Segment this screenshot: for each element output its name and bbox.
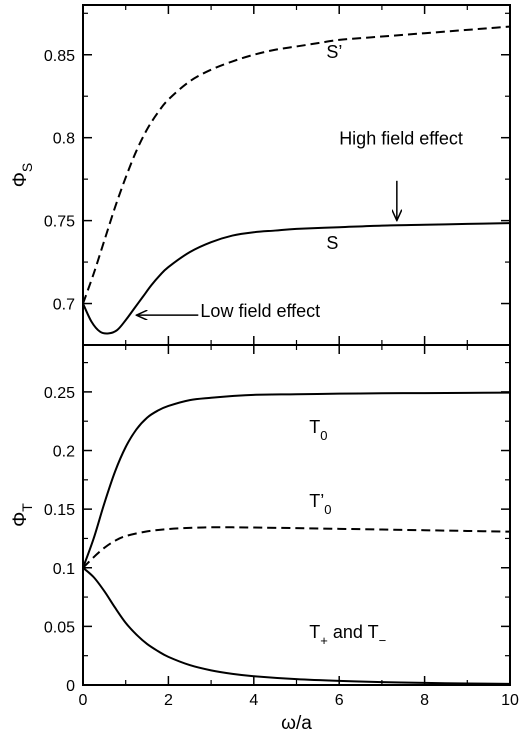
bottom-y-tick-label: 0.2	[53, 444, 75, 461]
top-annotation: S	[326, 233, 338, 253]
bottom-annotation: T’0	[309, 491, 331, 517]
x-tick-label: 8	[420, 692, 429, 709]
bottom-series-line	[82, 391, 511, 569]
bottom-series-line	[82, 526, 511, 569]
top-series-line	[82, 222, 511, 335]
x-tick-label: 2	[164, 692, 173, 709]
x-tick-label: 6	[335, 692, 344, 709]
bottom-panel-phi-t: 0 2 4 6 8 10 0 0.05 0.1 0.15 0.2 0.25 T0 T’0 T+ and T…	[10, 344, 519, 734]
top-annotation: Low field effect	[200, 301, 320, 321]
bottom-y-tick-label: 0.25	[44, 385, 75, 402]
bottom-y-tick-label: 0	[66, 678, 75, 695]
top-annotation: S’	[326, 42, 342, 62]
top-panel-phi-s: 0.7 0.75 0.8 0.85 S’ S High field effect Low f…	[10, 4, 511, 346]
bottom-annotation: T0	[309, 417, 327, 443]
x-tick-label: 4	[249, 692, 258, 709]
top-annotation: High field effect	[339, 128, 463, 148]
bottom-y-tick-label: 0.1	[53, 561, 75, 578]
top-y-tick-label: 0.7	[53, 297, 75, 314]
x-tick-label: 0	[79, 692, 88, 709]
bottom-y-axis-label: ΦT	[10, 503, 35, 527]
top-panel-frame	[82, 4, 511, 346]
x-tick-label: 10	[501, 692, 519, 709]
bottom-y-tick-label: 0.05	[44, 619, 75, 636]
bottom-annotation: T+ and T−	[309, 622, 386, 648]
bottom-series-line	[82, 566, 511, 685]
bottom-panel-frame	[82, 344, 511, 686]
top-y-axis-label: ΦS	[10, 163, 35, 188]
x-axis-label: ω/a	[281, 713, 312, 734]
top-y-tick-label: 0.75	[44, 214, 75, 231]
bottom-y-tick-label: 0.15	[44, 502, 75, 519]
top-y-tick-label: 0.85	[44, 48, 75, 65]
top-series-line	[82, 25, 511, 304]
top-y-tick-label: 0.8	[53, 131, 75, 148]
